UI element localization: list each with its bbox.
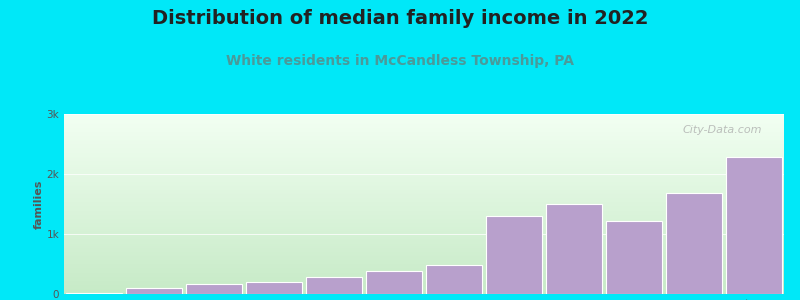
Text: Distribution of median family income in 2022: Distribution of median family income in … [152,9,648,28]
Bar [426,265,482,294]
Text: City-Data.com: City-Data.com [683,125,762,135]
Y-axis label: families: families [34,179,44,229]
Bar [246,282,302,294]
Bar [606,221,662,294]
Bar [726,157,782,294]
Bar [666,193,722,294]
Text: White residents in McCandless Township, PA: White residents in McCandless Township, … [226,54,574,68]
Bar [546,204,602,294]
Bar [186,284,242,294]
Bar [126,288,182,294]
Bar [366,271,422,294]
Bar [66,292,122,294]
Bar [486,216,542,294]
Bar [306,277,362,294]
